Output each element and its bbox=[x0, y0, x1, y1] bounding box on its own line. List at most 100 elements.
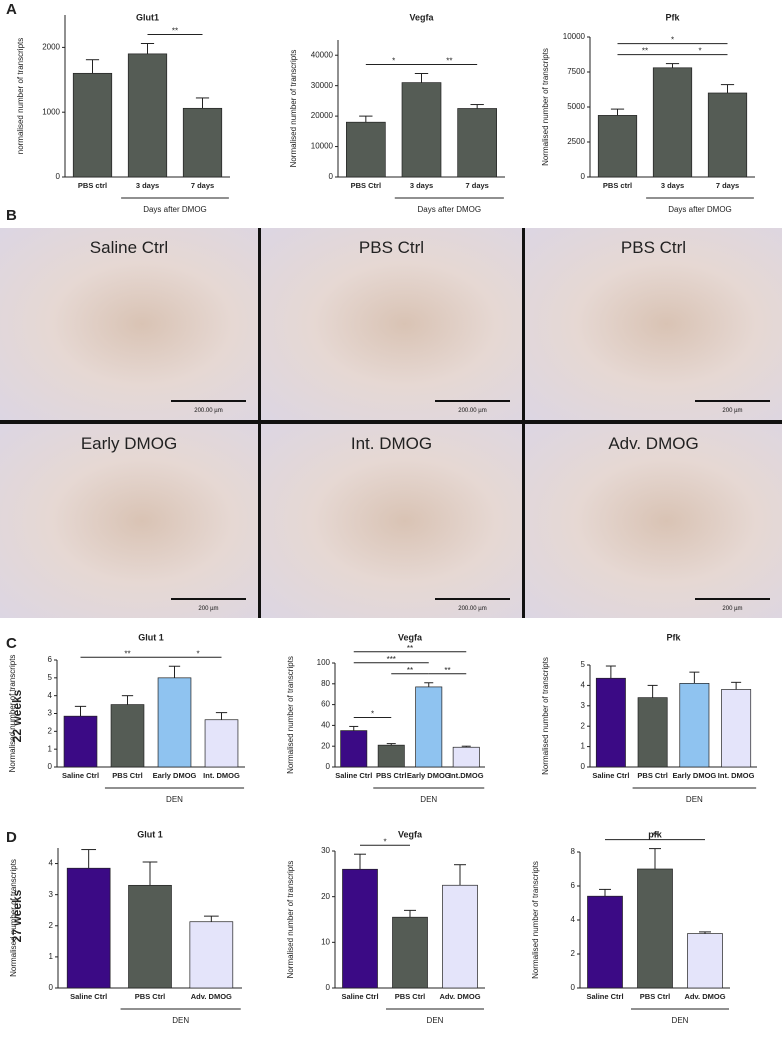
scale-bar bbox=[171, 598, 246, 600]
bar bbox=[637, 697, 668, 768]
significance-label: ** bbox=[172, 27, 178, 36]
bar bbox=[377, 744, 405, 768]
bar bbox=[346, 121, 386, 178]
bar bbox=[342, 868, 378, 989]
chart-title: Pfk bbox=[666, 632, 681, 642]
chart-title: Pfk bbox=[665, 12, 680, 22]
x-axis-label: DEN bbox=[420, 795, 437, 804]
bar bbox=[707, 92, 748, 178]
scale-bar bbox=[435, 598, 510, 600]
micrograph-label: Adv. DMOG bbox=[608, 434, 699, 453]
y-tick-label: 0 bbox=[48, 762, 53, 771]
panel-label: B bbox=[6, 207, 17, 224]
y-tick-label: 2000 bbox=[42, 43, 60, 52]
x-axis-label: Days after DMOG bbox=[668, 205, 732, 214]
x-axis-label: DEN bbox=[166, 795, 183, 804]
bar bbox=[128, 884, 172, 989]
x-tick-label: PBS Ctrl bbox=[351, 181, 381, 190]
scale-bar-label: 200 µm bbox=[722, 606, 743, 612]
y-tick-label: 5 bbox=[581, 660, 586, 669]
x-tick-label: PBS Ctrl bbox=[112, 771, 142, 780]
x-tick-label: Saline Ctrl bbox=[335, 771, 372, 780]
y-tick-label: 4 bbox=[571, 915, 576, 924]
y-tick-label: 6 bbox=[48, 655, 53, 664]
x-tick-label: PBS Ctrl bbox=[135, 992, 165, 1001]
x-tick-label: Int.DMOG bbox=[449, 771, 484, 780]
scale-bar bbox=[695, 400, 770, 402]
x-tick-label: PBS ctrl bbox=[78, 181, 107, 190]
bar bbox=[415, 686, 443, 768]
significance-label: * bbox=[392, 57, 395, 66]
micrograph-label: Int. DMOG bbox=[350, 434, 433, 453]
micrograph: Saline Ctrl 200.00 µm bbox=[0, 228, 258, 420]
x-tick-label: 7 days bbox=[716, 181, 739, 190]
bar bbox=[340, 730, 368, 768]
significance-label: ** bbox=[124, 649, 130, 658]
x-tick-label: PBS Ctrl bbox=[637, 771, 667, 780]
y-tick-label: 20 bbox=[321, 892, 330, 901]
x-tick-label: 7 days bbox=[465, 181, 488, 190]
x-tick-label: Saline Ctrl bbox=[62, 771, 99, 780]
y-axis-label: Normalised number of transcripts bbox=[289, 50, 298, 168]
x-tick-label: 3 days bbox=[136, 181, 159, 190]
bar bbox=[63, 715, 98, 768]
micrograph: PBS Ctrl 200 µm bbox=[525, 228, 782, 420]
micrograph-label: Early DMOG bbox=[80, 434, 178, 453]
y-tick-label: 7500 bbox=[567, 67, 585, 76]
x-tick-label: Early DMOG bbox=[672, 771, 716, 780]
scale-bar-label: 200 µm bbox=[198, 606, 219, 612]
x-tick-label: PBS ctrl bbox=[603, 181, 632, 190]
bar bbox=[457, 108, 497, 178]
y-tick-label: 3 bbox=[49, 890, 54, 899]
significance-label: *** bbox=[387, 655, 396, 664]
y-tick-label: 30000 bbox=[311, 81, 334, 90]
significance-label: * bbox=[671, 36, 674, 45]
x-tick-label: Adv. DMOG bbox=[439, 992, 480, 1001]
bar bbox=[721, 689, 752, 768]
y-tick-label: 60 bbox=[321, 700, 330, 709]
chart-title: Glut 1 bbox=[137, 829, 163, 839]
bar bbox=[652, 67, 693, 178]
bar bbox=[687, 933, 723, 989]
x-tick-label: 3 days bbox=[410, 181, 433, 190]
y-tick-label: 0 bbox=[581, 172, 586, 181]
y-tick-label: 40000 bbox=[311, 50, 334, 59]
bar bbox=[595, 677, 626, 768]
panel-label: C bbox=[6, 635, 17, 652]
bar bbox=[127, 53, 168, 178]
scale-bar bbox=[171, 400, 246, 402]
panel-label: D bbox=[6, 829, 17, 846]
row-label: 22 weeks bbox=[10, 689, 24, 742]
scale-bar-label: 200.00 µm bbox=[458, 606, 487, 612]
significance-label: * bbox=[196, 649, 199, 658]
bar bbox=[679, 683, 710, 768]
x-tick-label: Saline Ctrl bbox=[592, 771, 629, 780]
y-tick-label: 20 bbox=[321, 741, 330, 750]
chart-title: Vegfa bbox=[398, 829, 423, 839]
x-axis-label: DEN bbox=[672, 1016, 689, 1025]
scale-bar bbox=[435, 400, 510, 402]
bar bbox=[204, 719, 239, 768]
micrograph-label: Saline Ctrl bbox=[89, 238, 169, 257]
bar bbox=[597, 115, 638, 178]
x-axis-label: DEN bbox=[427, 1016, 444, 1025]
y-tick-label: 1 bbox=[581, 742, 586, 751]
significance-label: ** bbox=[407, 666, 413, 675]
y-tick-label: 5000 bbox=[567, 102, 585, 111]
scale-bar-label: 200.00 µm bbox=[194, 408, 223, 414]
bar bbox=[110, 704, 145, 768]
y-tick-label: 2 bbox=[571, 949, 576, 958]
y-tick-label: 3 bbox=[48, 709, 53, 718]
y-tick-label: 0 bbox=[326, 762, 331, 771]
y-tick-label: 2500 bbox=[567, 137, 585, 146]
chart-title: Vegfa bbox=[409, 12, 434, 22]
x-tick-label: PBS Ctrl bbox=[640, 992, 670, 1001]
x-tick-label: PBS Ctrl bbox=[376, 771, 406, 780]
micrograph: PBS Ctrl 200.00 µm bbox=[261, 228, 522, 420]
bar bbox=[182, 107, 223, 178]
x-tick-label: 7 days bbox=[191, 181, 214, 190]
x-tick-label: Adv. DMOG bbox=[684, 992, 725, 1001]
significance-label: ** bbox=[407, 644, 413, 653]
